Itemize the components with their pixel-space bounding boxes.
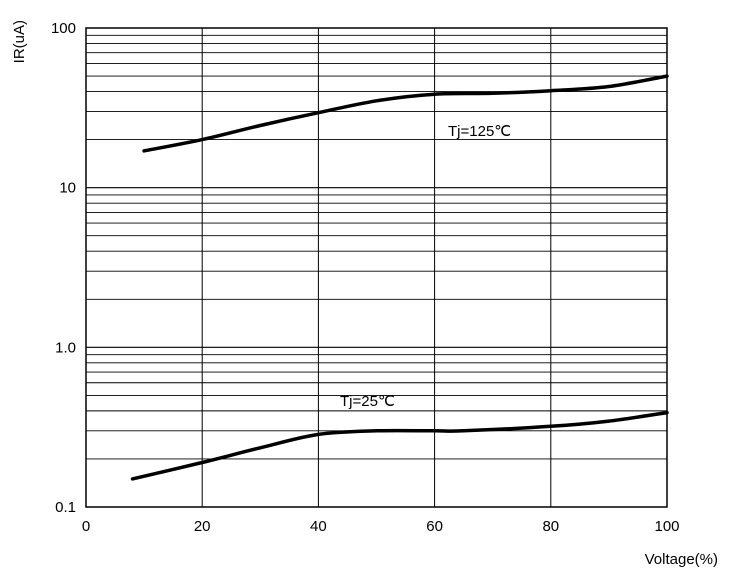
series-label-tj25: Tj=25℃ [340,393,395,410]
x-tick-label: 80 [542,518,559,535]
tick-labels: 0 20 40 60 80 100 0.1 1.0 10 100 [51,20,680,535]
series-label-tj125: Tj=125℃ [448,123,511,140]
chart-grid [86,28,667,507]
x-tick-label: 60 [426,518,443,535]
y-tick-label: 1.0 [55,339,76,356]
plot-frame [85,27,668,508]
y-axis-title: IR(uA) [11,20,28,63]
series-line-tj125 [142,74,669,153]
series-layer [130,74,669,481]
series-line-tj25 [130,410,669,481]
x-tick-label: 20 [194,518,211,535]
y-tick-label: 10 [59,180,76,197]
y-tick-label: 0.1 [55,499,76,516]
x-tick-label: 100 [654,518,679,535]
y-tick-label: 100 [51,20,76,37]
x-tick-label: 0 [82,518,90,535]
x-axis-title: Voltage(%) [645,551,718,568]
x-tick-label: 40 [310,518,327,535]
